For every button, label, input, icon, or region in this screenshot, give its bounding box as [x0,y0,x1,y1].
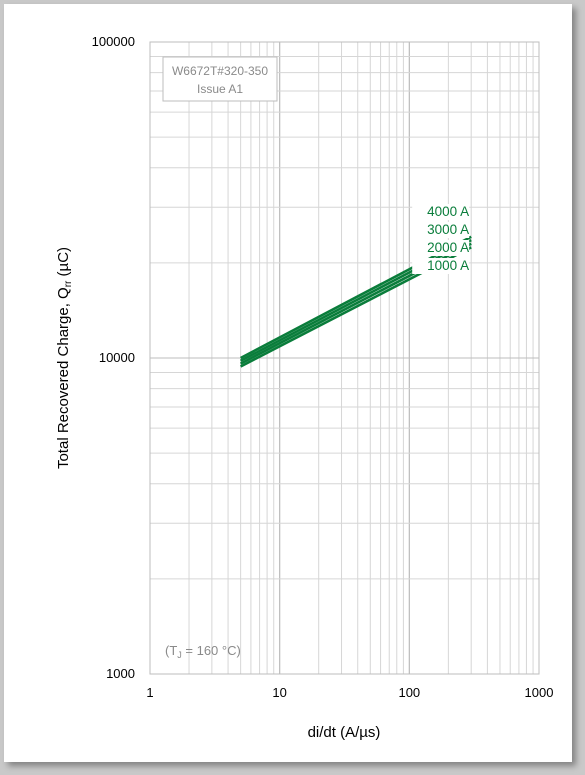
series-label: 3000 A [427,222,469,237]
x-tick-label: 100 [398,685,420,700]
x-tick-label: 1 [146,685,153,700]
series-label-bg [412,258,470,274]
x-axis-label: di/dt (A/µs) [308,724,381,741]
y-tick-label: 1000 [106,666,135,681]
grid [149,41,540,675]
series-label: 2000 A [427,240,469,255]
issue-label: Issue A1 [197,82,243,96]
tick-labels: 1 10 100 1000 1000 10000 100000 [92,34,554,700]
x-tick-label: 10 [272,685,286,700]
y-tick-label: 100000 [92,34,135,49]
series-label-bg [412,222,470,238]
series-line-4000-a [240,235,472,360]
part-number: W6672T#320-350 [172,64,268,78]
series-label-bg [412,240,470,256]
junction-temperature-note: (TJ = 160 °C) [165,643,241,660]
y-axis-label: Total Recovered Charge, Qrr (µC) [55,247,74,469]
x-tick-label: 1000 [525,685,554,700]
plot-frame [149,41,540,675]
series-label-bg [412,204,470,220]
part-number-box: W6672T#320-350 Issue A1 [162,56,278,102]
series-label: 1000 A [427,258,469,273]
y-tick-label: 10000 [99,350,135,365]
chart-card [4,4,572,762]
series-label: 4000 A [427,204,469,219]
series-group: 4000 A 3000 A 2000 A 1000 A [240,204,472,368]
